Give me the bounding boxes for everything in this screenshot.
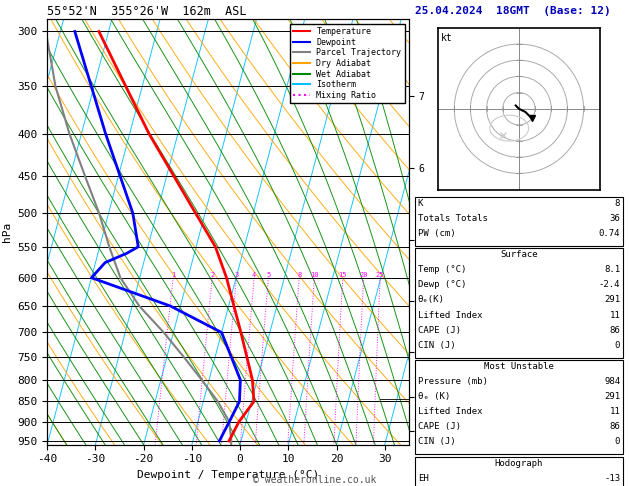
Text: 8: 8 [615,199,620,208]
Text: 86: 86 [610,326,620,335]
Text: CAPE (J): CAPE (J) [418,422,460,432]
Text: 11: 11 [610,311,620,320]
Text: -2.4: -2.4 [599,280,620,290]
Text: 8: 8 [297,272,301,278]
X-axis label: Dewpoint / Temperature (°C): Dewpoint / Temperature (°C) [137,470,319,480]
Text: 86: 86 [610,422,620,432]
Text: 291: 291 [604,392,620,401]
Text: Most Unstable: Most Unstable [484,362,554,371]
Text: θₑ(K): θₑ(K) [418,295,445,305]
Text: 3: 3 [234,272,238,278]
Text: 11: 11 [610,407,620,417]
Text: EH: EH [418,474,428,483]
Text: CIN (J): CIN (J) [418,437,455,447]
Text: -13: -13 [604,474,620,483]
Text: Dewp (°C): Dewp (°C) [418,280,466,290]
Y-axis label: hPa: hPa [2,222,12,242]
Text: © weatheronline.co.uk: © weatheronline.co.uk [253,475,376,485]
Text: 55°52'N  355°26'W  162m  ASL: 55°52'N 355°26'W 162m ASL [47,5,247,18]
Text: 15: 15 [338,272,347,278]
Text: 984: 984 [604,377,620,386]
Text: K: K [418,199,423,208]
Text: 291: 291 [604,295,620,305]
Text: 36: 36 [610,214,620,223]
Text: Temp (°C): Temp (°C) [418,265,466,275]
Text: 8.1: 8.1 [604,265,620,275]
Text: Lifted Index: Lifted Index [418,311,482,320]
Text: 5: 5 [266,272,270,278]
Text: CAPE (J): CAPE (J) [418,326,460,335]
Text: 0: 0 [615,437,620,447]
Text: 4: 4 [252,272,256,278]
Y-axis label: km
ASL: km ASL [430,221,447,243]
Text: 1: 1 [171,272,175,278]
Text: 25.04.2024  18GMT  (Base: 12): 25.04.2024 18GMT (Base: 12) [415,5,611,16]
Text: Totals Totals: Totals Totals [418,214,487,223]
Legend: Temperature, Dewpoint, Parcel Trajectory, Dry Adiabat, Wet Adiabat, Isotherm, Mi: Temperature, Dewpoint, Parcel Trajectory… [290,24,404,103]
Text: 10: 10 [310,272,319,278]
Text: 2: 2 [210,272,214,278]
Text: Pressure (mb): Pressure (mb) [418,377,487,386]
Text: 20: 20 [359,272,368,278]
Text: 25: 25 [376,272,384,278]
Text: Surface: Surface [500,250,538,260]
Text: kt: kt [442,33,453,43]
Text: PW (cm): PW (cm) [418,229,455,238]
Text: θₑ (K): θₑ (K) [418,392,450,401]
Text: 0: 0 [615,341,620,350]
Text: CIN (J): CIN (J) [418,341,455,350]
Text: Hodograph: Hodograph [495,459,543,468]
Text: 0.74: 0.74 [599,229,620,238]
Text: Lifted Index: Lifted Index [418,407,482,417]
